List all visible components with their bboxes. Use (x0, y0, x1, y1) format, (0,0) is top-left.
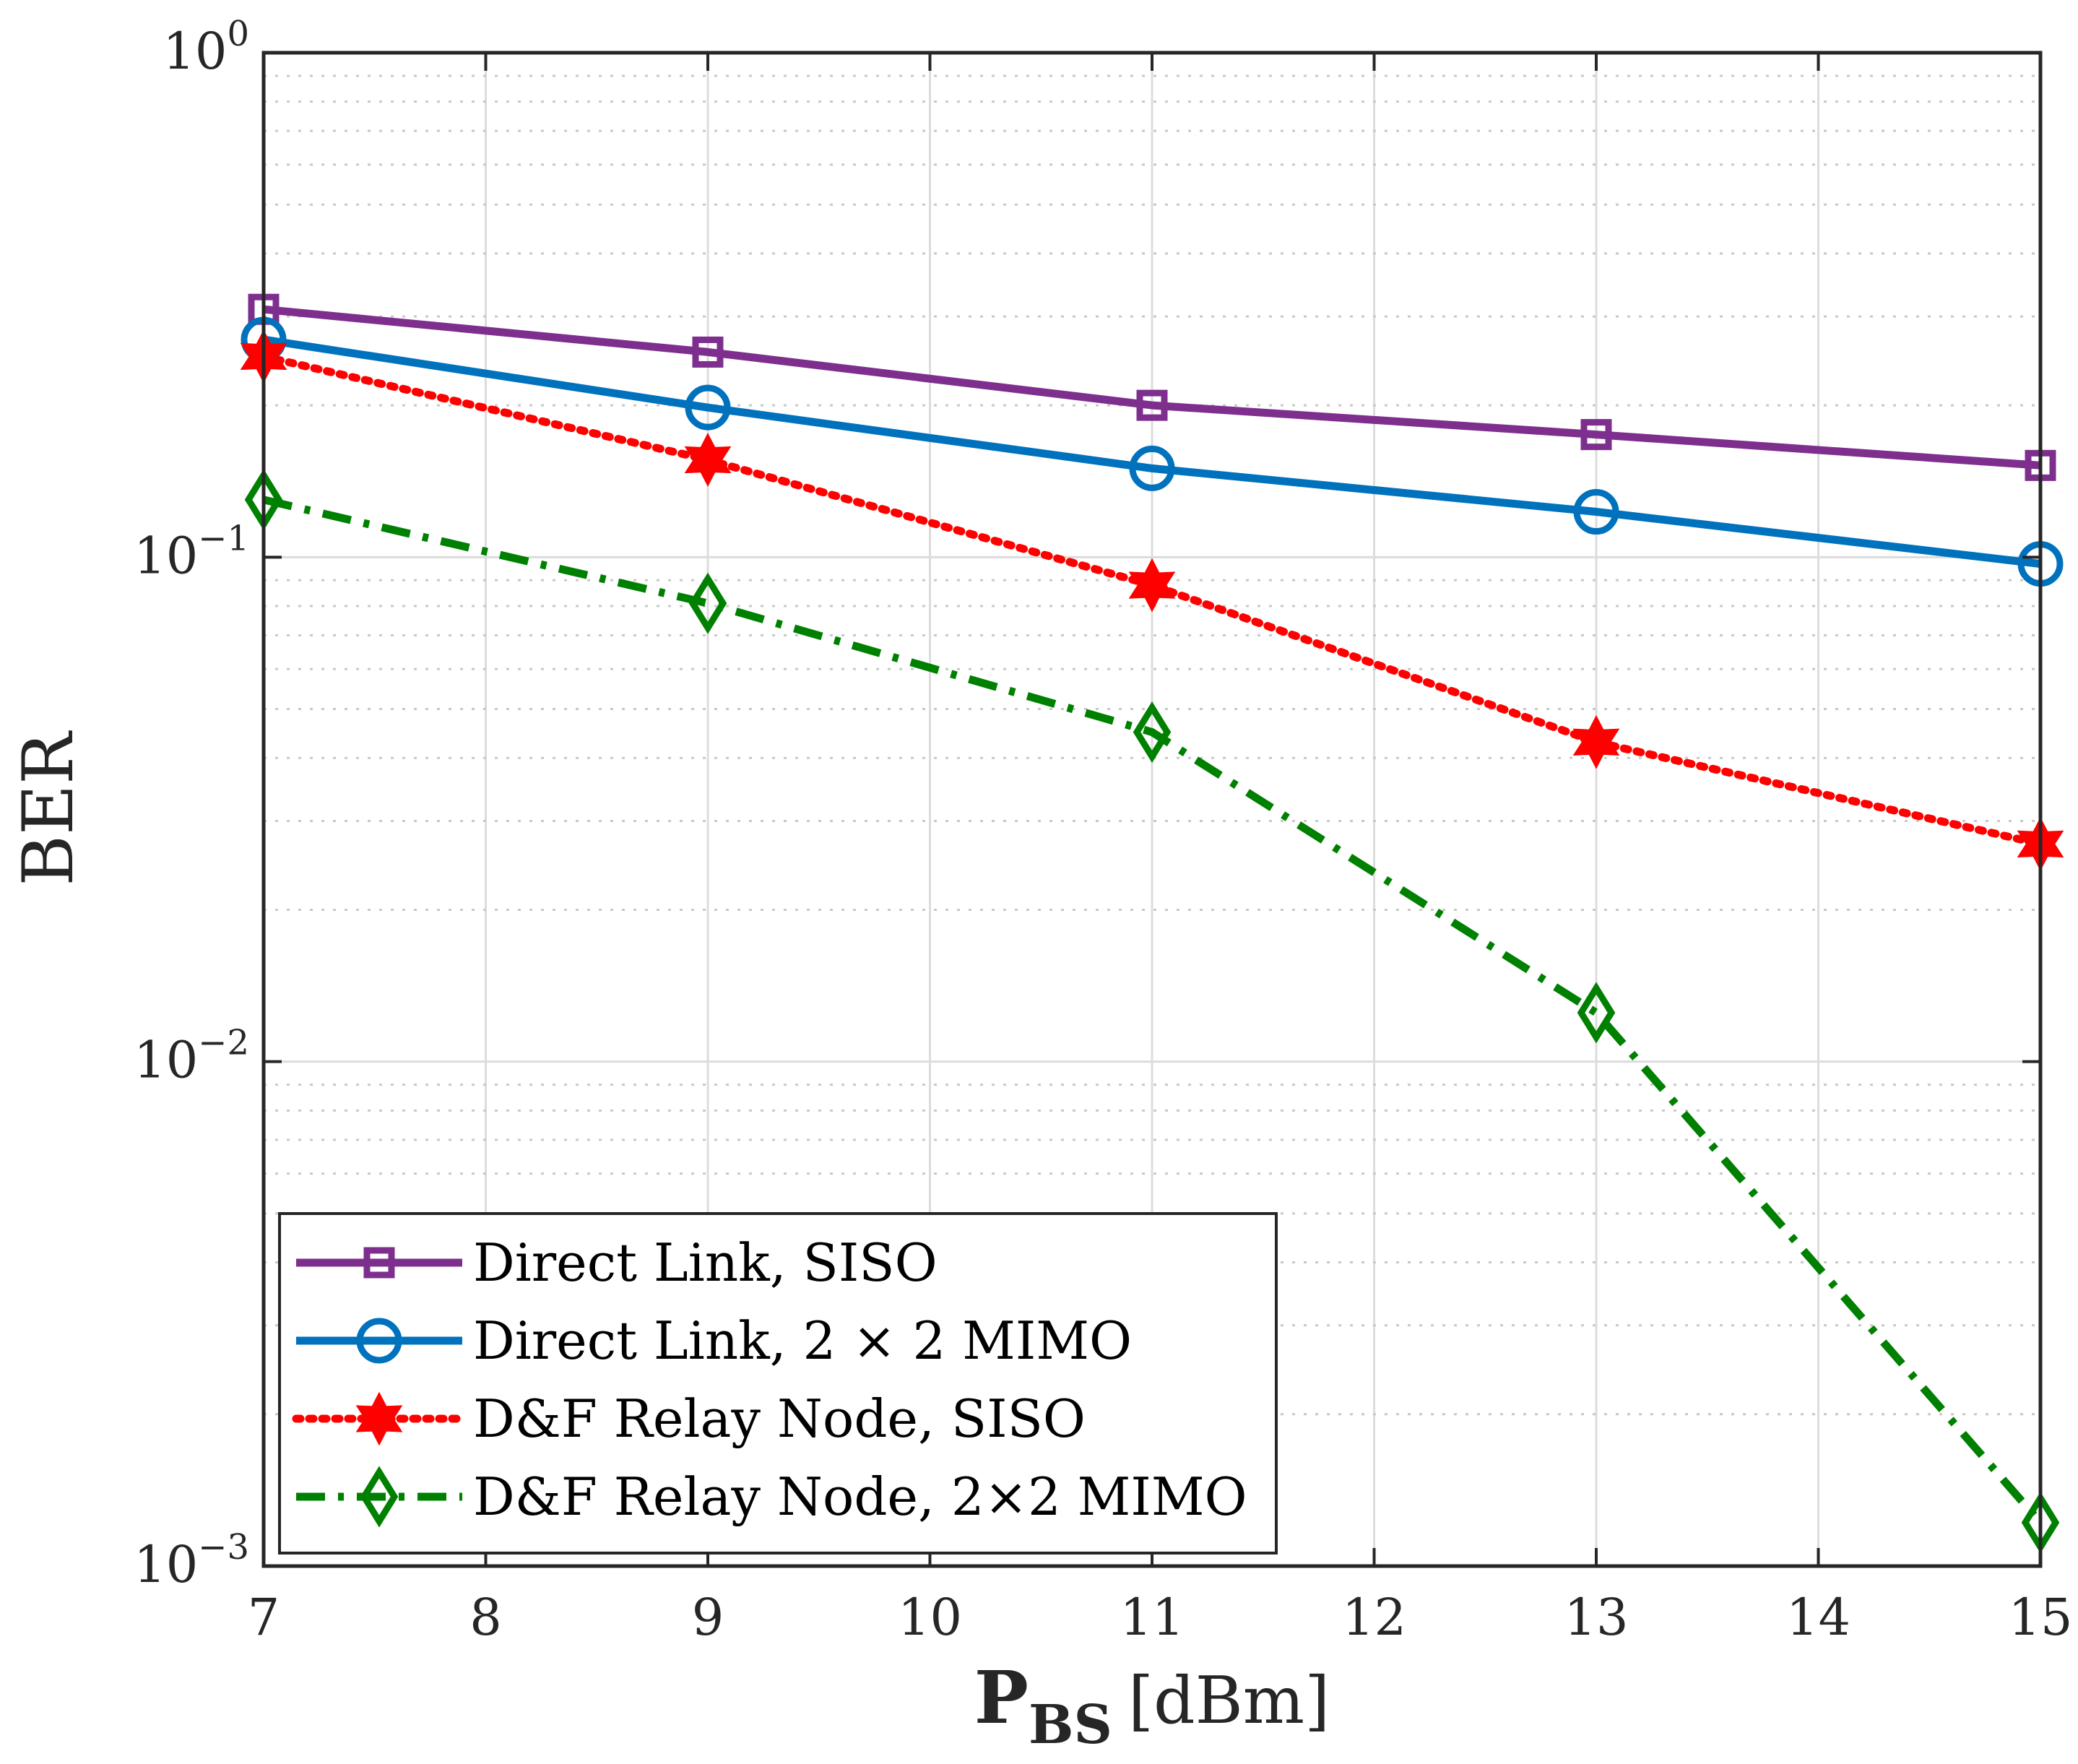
x-tick-label: 8 (469, 1588, 502, 1647)
x-tick-label: 13 (1564, 1588, 1628, 1647)
legend-label: Direct Link, SISO (473, 1232, 938, 1293)
marker-hexagram (355, 1391, 403, 1446)
legend-label: D&F Relay Node, 2×2 MIMO (473, 1466, 1247, 1527)
marker-circle (1129, 445, 1175, 491)
marker-hexagram (1572, 714, 1620, 769)
y-tick-label: 100 (163, 14, 249, 81)
y-tick-label-base: 10 (163, 22, 227, 81)
marker-circle (1573, 489, 1619, 535)
marker-diamond (1577, 982, 1616, 1044)
x-axis-title: PBS [dBm] (974, 1655, 1330, 1756)
marker-diamond (1133, 701, 1172, 764)
marker-square (1136, 389, 1168, 421)
x-tick-label: 7 (248, 1588, 280, 1647)
marker-diamond (360, 1466, 399, 1528)
legend-label: D&F Relay Node, SISO (473, 1388, 1086, 1449)
y-tick-label-base: 10 (134, 1031, 198, 1090)
marker-diamond (688, 572, 727, 634)
x-tick-label: 9 (692, 1588, 724, 1647)
legend: Direct Link, SISO Direct Link, 2 × 2 MIMO… (278, 1212, 1278, 1555)
y-axis-title: BER (8, 730, 89, 886)
marker-square (1580, 419, 1612, 451)
x-axis-title-sub: BS (1029, 1694, 1112, 1756)
marker-hexagram (684, 433, 732, 487)
series-line (263, 335, 2041, 568)
y-tick-label-exponent: 0 (227, 14, 249, 54)
y-tick-label: 10−3 (134, 1527, 249, 1594)
y-tick-label-exponent: −3 (198, 1527, 249, 1568)
y-tick-label: 10−2 (134, 1023, 249, 1090)
grid (264, 53, 2040, 1566)
y-tick-label-base: 10 (134, 1535, 198, 1594)
x-axis-title-unit: [dBm] (1128, 1663, 1330, 1739)
marker-hexagram (1128, 558, 1176, 613)
marker-square (692, 336, 724, 368)
marker-circle (356, 1318, 402, 1364)
x-tick-label: 11 (1120, 1588, 1184, 1647)
y-tick-label-exponent: −2 (198, 1023, 249, 1063)
series-line (263, 305, 2041, 470)
x-tick-label: 14 (1786, 1588, 1850, 1647)
ticks (262, 51, 2042, 1568)
marker-circle (685, 384, 731, 431)
x-axis-title-main: P (974, 1655, 1029, 1740)
legend-label: Direct Link, 2 × 2 MIMO (473, 1310, 1132, 1371)
y-tick-label-exponent: −1 (198, 518, 249, 558)
series-line (262, 496, 2044, 1526)
y-tick-label: 10−1 (134, 518, 249, 585)
x-tick-label: 10 (898, 1588, 962, 1647)
x-tick-label: 12 (1342, 1588, 1406, 1647)
marker-square (363, 1247, 395, 1279)
y-tick-label-base: 10 (134, 526, 198, 585)
x-tick-label: 15 (2008, 1588, 2072, 1647)
